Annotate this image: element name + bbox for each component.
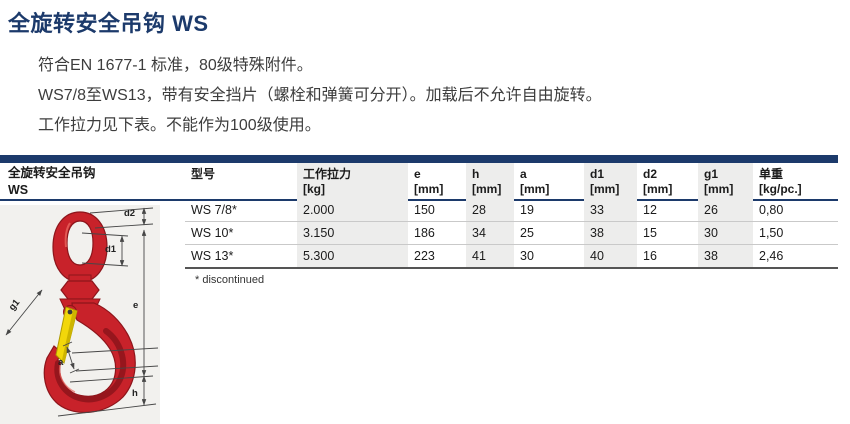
col-header-g1: g1 [mm] (698, 163, 753, 199)
cell-h: 28 (466, 199, 514, 221)
hook-diagram-svg: d2 d1 e h g1 a (5, 207, 159, 417)
cell-d2: 16 (643, 249, 657, 263)
section-header-bar (0, 155, 838, 163)
dim-label-h: h (132, 388, 138, 399)
cell-d2: 15 (643, 226, 657, 240)
cell-model: WS 13* (191, 249, 234, 263)
product-name-code: WS (8, 183, 29, 197)
col-header-h: h [mm] (466, 163, 514, 199)
safety-latch-shadow (62, 310, 77, 361)
cell-e: 223 (414, 249, 435, 263)
table-footnote: * discontinued (195, 274, 265, 286)
intro-line-3: 工作拉力见下表。不能作为100级使用。 (38, 117, 321, 134)
cell-weight: 0,80 (759, 203, 784, 217)
cell-weight: 2,46 (759, 249, 784, 263)
col-header-d2: d2 [mm] (643, 167, 673, 196)
hook-groove (54, 328, 127, 403)
cell-model: WS 10* (191, 226, 234, 240)
dim-label-g1: g1 (7, 297, 23, 313)
product-name-cn: 全旋转安全吊钩 (8, 166, 96, 180)
hook-eye (52, 211, 108, 283)
cell-g1: 30 (698, 222, 753, 244)
cell-a: 25 (520, 226, 534, 240)
cell-a: 30 (520, 249, 534, 263)
col-header-e: e [mm] (414, 167, 444, 196)
header-divider-rule (0, 199, 838, 201)
table-row: WS 7/8* 2.000 150 28 19 33 12 26 0,80 (185, 199, 838, 222)
dim-label-a: a (58, 357, 64, 368)
hook-nut (60, 280, 100, 300)
cell-weight: 1,50 (759, 226, 784, 240)
intro-line-1: 符合EN 1677-1 标准，80级特殊附件。 (38, 57, 313, 74)
dim-label-d2: d2 (124, 208, 135, 219)
cell-d1: 33 (584, 199, 637, 221)
product-name: 全旋转安全吊钩 WS (8, 165, 96, 199)
cell-wll: 5.300 (297, 245, 408, 267)
col-header-model: 型号 (191, 167, 216, 181)
spec-table: 型号 工作拉力 [kg] e [mm] h [mm] a [mm] d1 [mm] d2[… (185, 163, 838, 286)
table-header-row: 型号 工作拉力 [kg] e [mm] h [mm] a [mm] d1 [mm] d2[… (185, 163, 838, 199)
col-header-wll: 工作拉力 [kg] (297, 163, 408, 199)
dim-label-e: e (133, 300, 138, 311)
cell-e: 186 (414, 226, 435, 240)
cell-d1: 38 (584, 222, 637, 244)
cell-wll: 2.000 (297, 199, 408, 221)
intro-paragraph: 符合EN 1677-1 标准，80级特殊附件。 WS7/8至WS13，带有安全挡… (38, 51, 602, 141)
col-header-d1: d1 [mm] (584, 163, 637, 199)
page-title: 全旋转安全吊钩 WS (8, 11, 209, 36)
table-row: WS 10* 3.150 186 34 25 38 15 30 1,50 (185, 222, 838, 245)
cell-d1: 40 (584, 245, 637, 267)
col-header-weight: 单重 [kg/pc.] (759, 167, 802, 196)
cell-g1: 26 (698, 199, 753, 221)
cell-d2: 12 (643, 203, 657, 217)
col-header-a: a [mm] (520, 167, 550, 196)
cell-h: 34 (466, 222, 514, 244)
latch-bolt (67, 309, 73, 315)
dim-label-d1: d1 (105, 244, 117, 255)
cell-wll: 3.150 (297, 222, 408, 244)
cell-h: 41 (466, 245, 514, 267)
intro-line-2: WS7/8至WS13，带有安全挡片（螺栓和弹簧可分开）。加载后不允许自由旋转。 (38, 87, 602, 104)
cell-e: 150 (414, 203, 435, 217)
hook-illustration: d2 d1 e h g1 a (0, 205, 160, 424)
table-row: WS 13* 5.300 223 41 30 40 16 38 2,46 (185, 245, 838, 269)
cell-a: 19 (520, 203, 534, 217)
cell-g1: 38 (698, 245, 753, 267)
cell-model: WS 7/8* (191, 203, 237, 217)
